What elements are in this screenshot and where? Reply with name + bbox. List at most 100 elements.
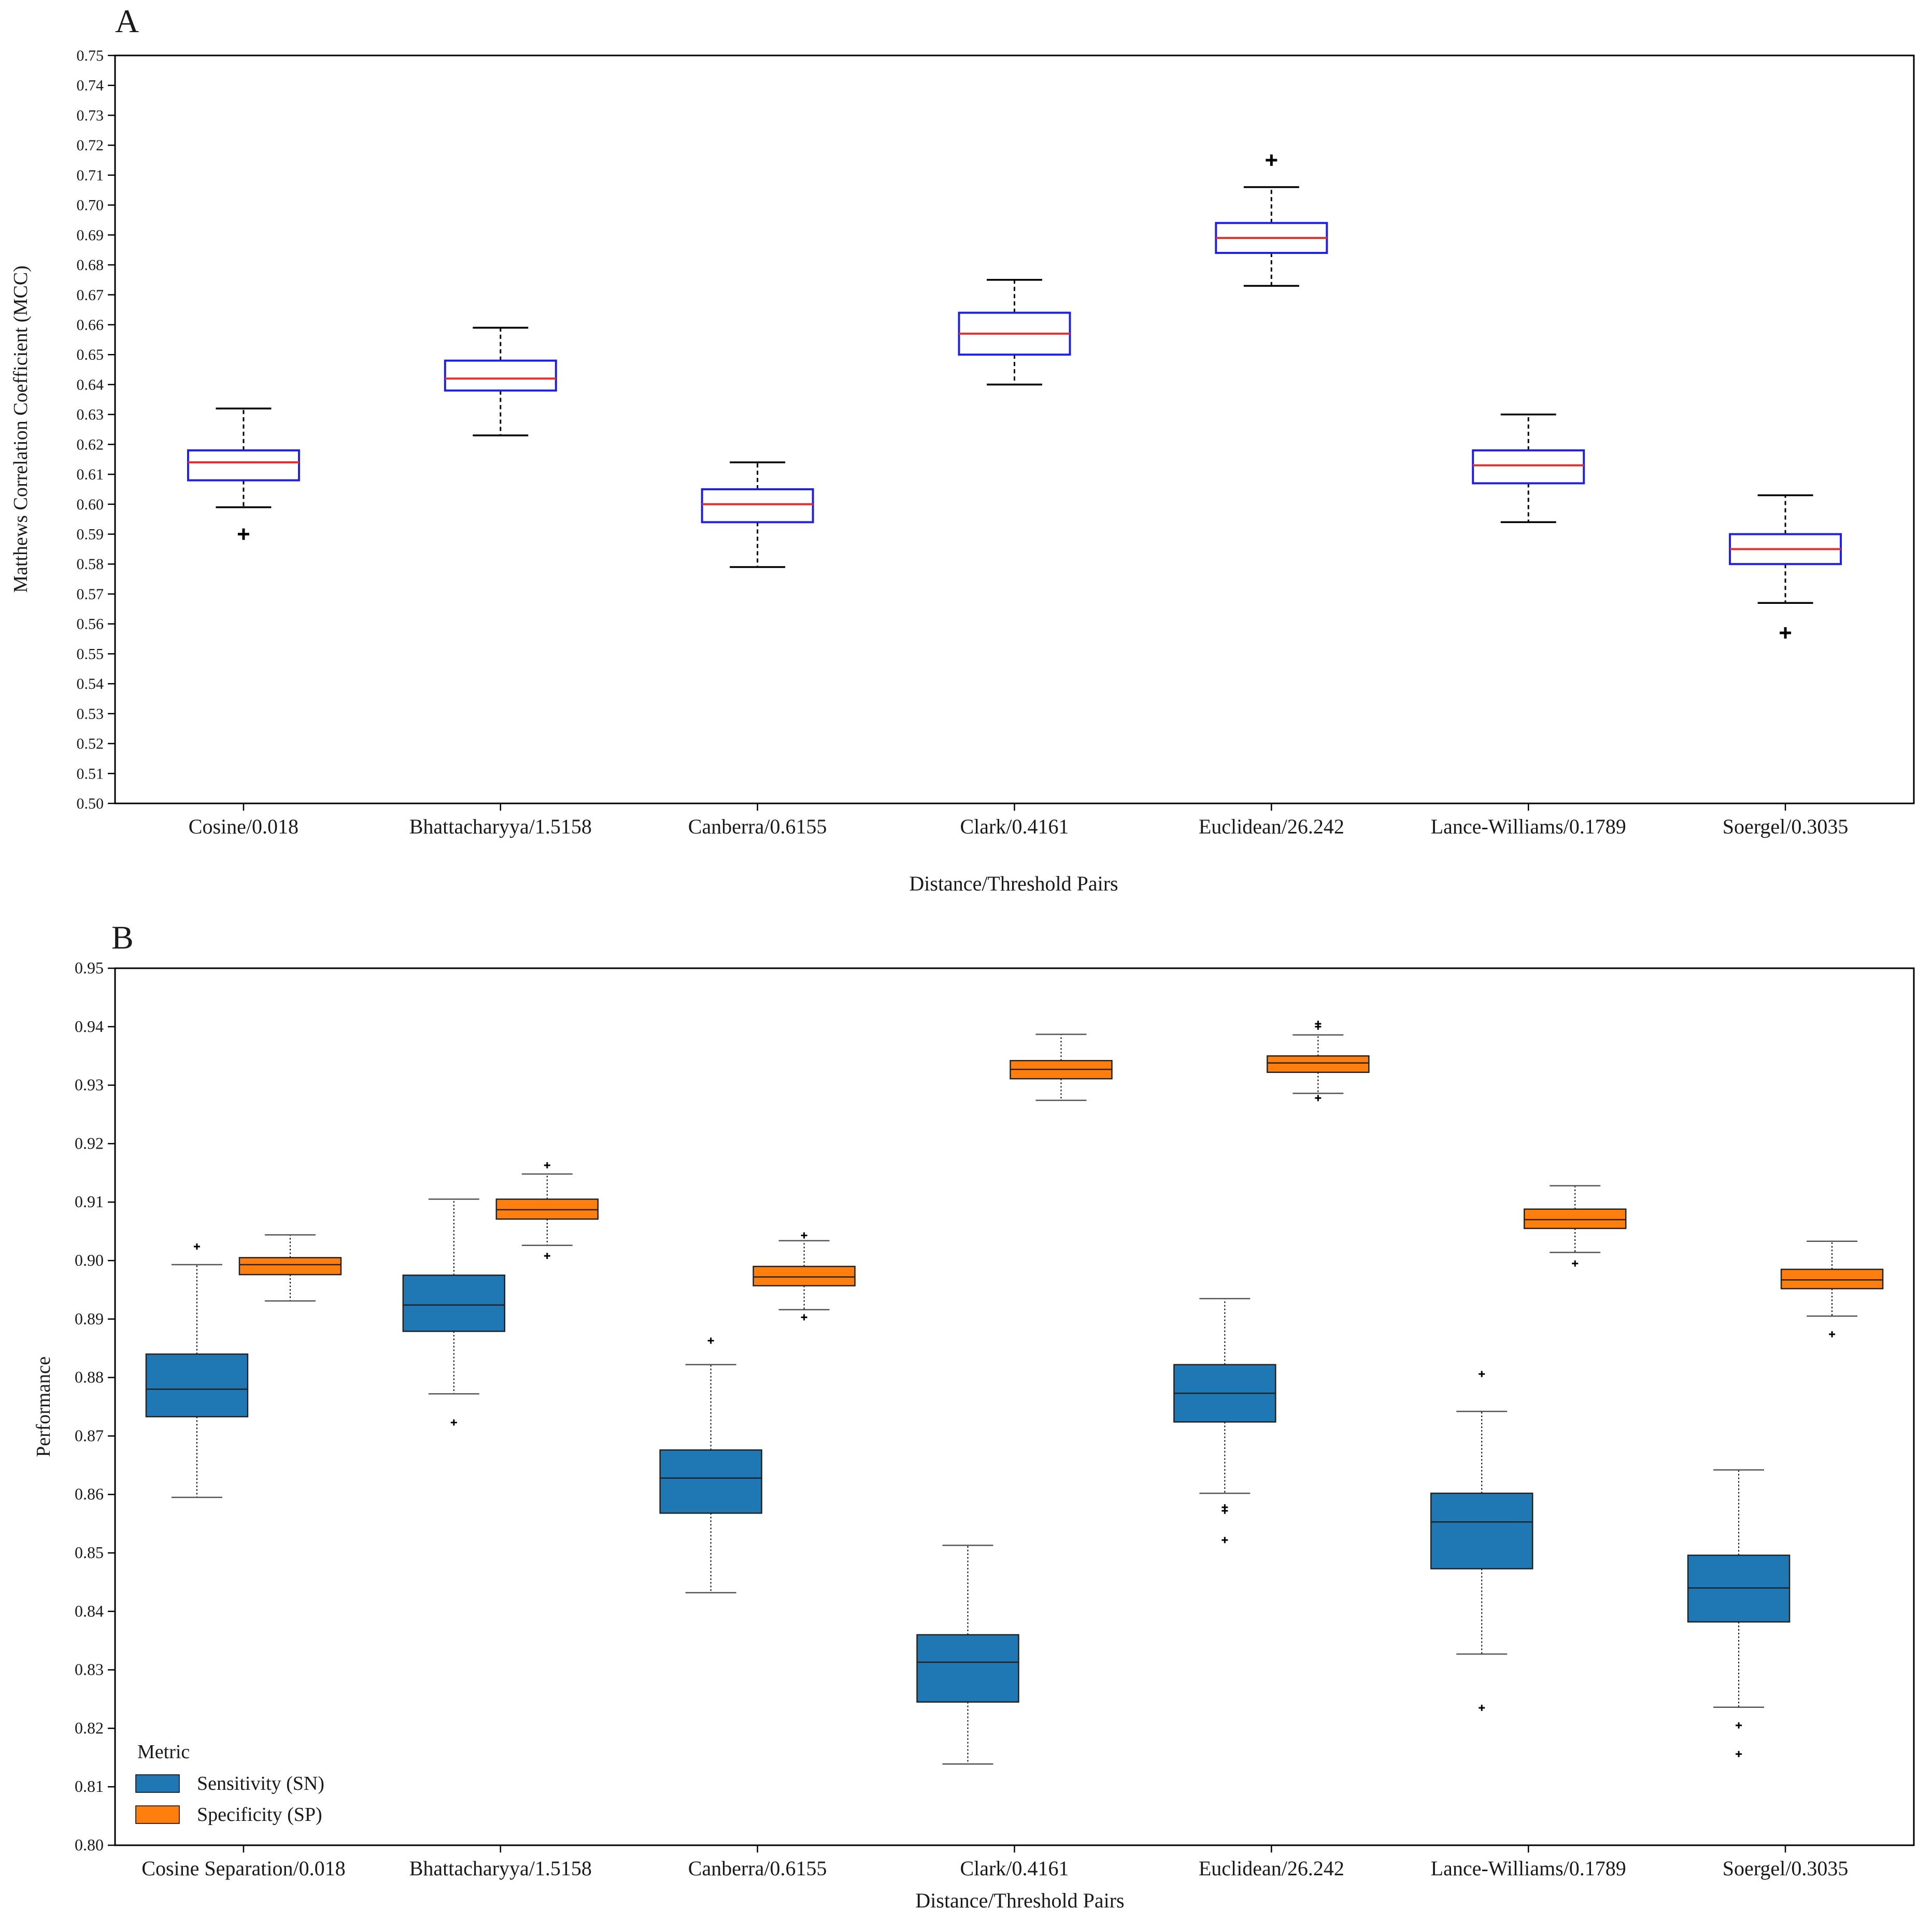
box-iqr bbox=[701, 488, 814, 524]
outlier-marker bbox=[450, 1419, 457, 1426]
panel-a-y-tick-label: 0.59 bbox=[77, 526, 104, 543]
panel-a-y-tick-label: 0.63 bbox=[77, 406, 104, 423]
panel-b-y-tick-label: 0.86 bbox=[75, 1484, 104, 1503]
panel-b-y-tick-label: 0.92 bbox=[75, 1134, 104, 1152]
box-sensitivity-6 bbox=[1687, 1469, 1791, 1758]
box-mcc-0 bbox=[187, 407, 300, 540]
panel-b-y-tick-label: 0.81 bbox=[75, 1777, 104, 1795]
panel-b-y-axis-title: Performance bbox=[33, 1356, 54, 1457]
panel-b-y-tick-label: 0.83 bbox=[75, 1660, 104, 1679]
legend-label-sensitivity: Sensitivity (SN) bbox=[197, 1773, 324, 1794]
panel-a-y-tick-label: 0.72 bbox=[77, 137, 104, 154]
outlier-marker bbox=[801, 1232, 807, 1239]
panel-b-y-tick-label: 0.80 bbox=[75, 1835, 104, 1854]
panel-a-x-tick-label: Euclidean/26.242 bbox=[1199, 815, 1344, 838]
panel-a-y-tick-label: 0.61 bbox=[77, 466, 104, 483]
box-mcc-6 bbox=[1729, 494, 1842, 639]
box-mcc-1 bbox=[444, 327, 557, 436]
box-sensitivity-2 bbox=[659, 1337, 762, 1593]
panel-a-x-tick-label: Bhattacharyya/1.5158 bbox=[409, 815, 592, 838]
box-specificity-2 bbox=[752, 1232, 856, 1321]
legend-label-specificity: Specificity (SP) bbox=[197, 1804, 322, 1826]
panel-a-y-axis: 0.50 0.51 0.52 0.53 0.54 0.55 0.56 0.57 0.58 0.59… bbox=[77, 47, 115, 812]
panel-a-y-axis-title: Matthews Correlation Coefficient (MCC) bbox=[10, 265, 32, 592]
box-iqr bbox=[1780, 1268, 1884, 1290]
panel-b-y-tick-label: 0.82 bbox=[75, 1718, 104, 1737]
panel-b-x-tick-label: Euclidean/26.242 bbox=[1199, 1857, 1344, 1880]
panel-b-y-tick-label: 0.94 bbox=[75, 1017, 104, 1036]
box-iqr bbox=[238, 1257, 342, 1276]
box-iqr bbox=[145, 1353, 249, 1418]
panel-b-plot-frame bbox=[114, 967, 1915, 1846]
panel-b-x-tick-label: Clark/0.4161 bbox=[960, 1857, 1069, 1880]
box-iqr bbox=[402, 1274, 506, 1332]
panel-a-y-tick-label: 0.74 bbox=[77, 77, 104, 94]
panel-a-y-tick-label: 0.51 bbox=[77, 765, 104, 782]
box-iqr bbox=[1430, 1492, 1533, 1569]
box-mcc-5 bbox=[1472, 413, 1585, 524]
outlier-marker bbox=[1315, 1023, 1322, 1030]
panel-a-x-tick-label: Lance-Williams/0.1789 bbox=[1431, 815, 1626, 838]
panel-b-y-tick-label: 0.87 bbox=[75, 1426, 104, 1445]
box-specificity-3 bbox=[1010, 1034, 1113, 1101]
panel-b-x-tick-label: Canberra/0.6155 bbox=[688, 1857, 827, 1880]
outlier-marker bbox=[1736, 1722, 1742, 1729]
panel-a-x-tick-label: Soergel/0.3035 bbox=[1723, 815, 1849, 838]
box-specificity-0 bbox=[238, 1234, 342, 1302]
panel-a-y-tick-label: 0.55 bbox=[77, 645, 104, 662]
panel-a-y-tick-label: 0.66 bbox=[77, 316, 104, 333]
outlier-marker bbox=[1315, 1095, 1322, 1101]
box-specificity-5 bbox=[1523, 1185, 1627, 1267]
outlier-marker bbox=[1221, 1537, 1228, 1544]
panel-a-x-axis-title: Distance/Threshold Pairs bbox=[909, 872, 1118, 895]
panel-b-y-tick-label: 0.95 bbox=[75, 958, 104, 977]
box-specificity-4 bbox=[1267, 1021, 1370, 1101]
panel-a-y-tick-label: 0.58 bbox=[77, 556, 104, 573]
panel-a-y-tick-label: 0.75 bbox=[77, 47, 104, 64]
legend-swatch-sensitivity bbox=[135, 1774, 180, 1793]
panel-a-y-tick-label: 0.64 bbox=[77, 376, 104, 393]
box-iqr bbox=[444, 359, 557, 392]
panel-b-x-axis: Cosine Separation/0.018 Bhattacharyya/1.5… bbox=[141, 1845, 1848, 1880]
box-sensitivity-0 bbox=[145, 1243, 249, 1498]
panel-a-y-tick-label: 0.54 bbox=[77, 675, 104, 692]
panel-b-x-tick-label: Lance-Williams/0.1789 bbox=[1431, 1857, 1626, 1880]
panel-a-label: A bbox=[115, 3, 139, 39]
panel-b-y-tick-label: 0.85 bbox=[75, 1543, 104, 1562]
panel-b-y-tick-label: 0.93 bbox=[75, 1076, 104, 1094]
outlier-marker bbox=[1479, 1370, 1485, 1377]
panel-b-x-tick-label: Soergel/0.3035 bbox=[1723, 1857, 1849, 1880]
panel-a-boxes bbox=[187, 154, 1842, 639]
outlier-marker bbox=[1572, 1260, 1579, 1267]
box-iqr bbox=[187, 449, 300, 482]
outlier-marker bbox=[1266, 154, 1277, 166]
outlier-marker bbox=[1736, 1751, 1742, 1758]
outlier-marker bbox=[1479, 1704, 1485, 1711]
panel-b-y-tick-label: 0.90 bbox=[75, 1251, 104, 1269]
panel-a-y-tick-label: 0.71 bbox=[77, 167, 104, 184]
outlier-marker bbox=[1221, 1507, 1228, 1514]
panel-b-boxes bbox=[145, 1021, 1884, 1765]
box-iqr bbox=[916, 1634, 1019, 1703]
box-specificity-6 bbox=[1780, 1240, 1884, 1338]
panel-b-y-tick-label: 0.88 bbox=[75, 1368, 104, 1387]
panel-a-y-tick-label: 0.73 bbox=[77, 107, 104, 124]
box-iqr bbox=[1267, 1055, 1370, 1073]
panel-a-x-tick-label: Canberra/0.6155 bbox=[688, 815, 827, 838]
panel-a-plot-frame bbox=[114, 54, 1915, 804]
box-iqr bbox=[1472, 449, 1585, 485]
legend: Metric Sensitivity (SN) Specificity (SP) bbox=[135, 1741, 324, 1826]
outlier-marker bbox=[544, 1162, 550, 1169]
panel-b-x-tick-label: Bhattacharyya/1.5158 bbox=[409, 1857, 592, 1880]
panel-a-y-tick-label: 0.62 bbox=[77, 436, 104, 453]
panel-b-label: B bbox=[111, 919, 134, 956]
panel-a-y-tick-label: 0.60 bbox=[77, 496, 104, 513]
outlier-marker bbox=[707, 1337, 714, 1344]
panel-b-y-tick-label: 0.84 bbox=[75, 1602, 104, 1620]
panel-a-x-tick-label: Cosine/0.018 bbox=[189, 815, 299, 838]
outlier-marker bbox=[801, 1314, 807, 1321]
panel-b-x-tick-label: Cosine Separation/0.018 bbox=[141, 1857, 345, 1880]
panel-a: A 0.500.510.520.530.540.550.560.570.580.… bbox=[10, 3, 1915, 895]
panel-a-y-tick-label: 0.67 bbox=[77, 287, 104, 304]
